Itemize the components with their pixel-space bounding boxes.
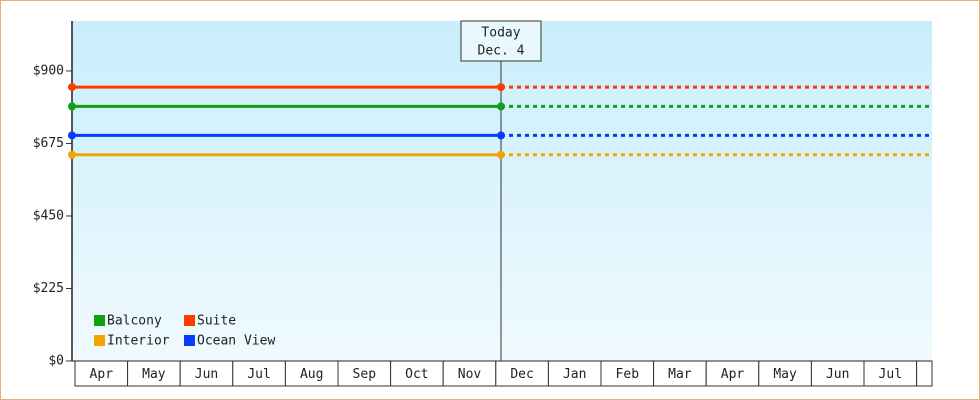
x-month-box [705,360,760,387]
today-box [460,20,542,62]
x-tick-label: Dec [510,367,533,382]
x-month-box [495,360,549,387]
legend-label: Balcony [107,314,162,329]
y-tick-label: $0 [48,354,64,369]
x-tick-label: May [142,367,166,382]
legend-swatch [184,335,195,346]
x-tick-label: Nov [458,367,482,382]
x-month-box [810,360,865,387]
x-tick-label: Mar [668,367,692,382]
x-tick-label: Jul [879,367,902,382]
price-point [497,150,505,159]
price-point [497,102,505,111]
legend-swatch [94,335,105,346]
price-point [68,83,76,92]
legend-swatch [94,315,105,326]
legend-swatch [184,315,195,326]
today-label: Today [481,26,520,41]
y-tick-label: $450 [33,208,64,223]
x-tick-label: Feb [616,367,640,382]
plot-background [72,21,932,361]
price-point [68,102,76,111]
price-point [68,131,76,140]
x-tick-label: Oct [405,367,428,382]
x-tick-label: Jun [195,367,218,382]
today-date: Dec. 4 [478,44,525,59]
x-tick-label: Apr [721,367,745,382]
legend-label: Suite [197,314,236,329]
price-point [497,131,505,140]
x-tick-label: Aug [300,367,323,382]
x-tick-label: Jan [563,367,586,382]
x-month-box [916,360,933,387]
y-tick-label: $675 [33,136,64,151]
price-point [68,150,76,159]
y-tick-label: $900 [33,63,64,78]
x-month-box [863,360,918,387]
legend-label: Ocean View [197,334,275,349]
x-tick-label: Jul [247,367,270,382]
x-tick-label: Apr [90,367,114,382]
x-tick-label: May [773,367,797,382]
x-tick-label: Jun [826,367,849,382]
legend-label: Interior [107,334,170,349]
y-tick-label: $225 [33,281,64,296]
x-tick-label: Sep [353,367,377,382]
price-point [497,83,505,92]
